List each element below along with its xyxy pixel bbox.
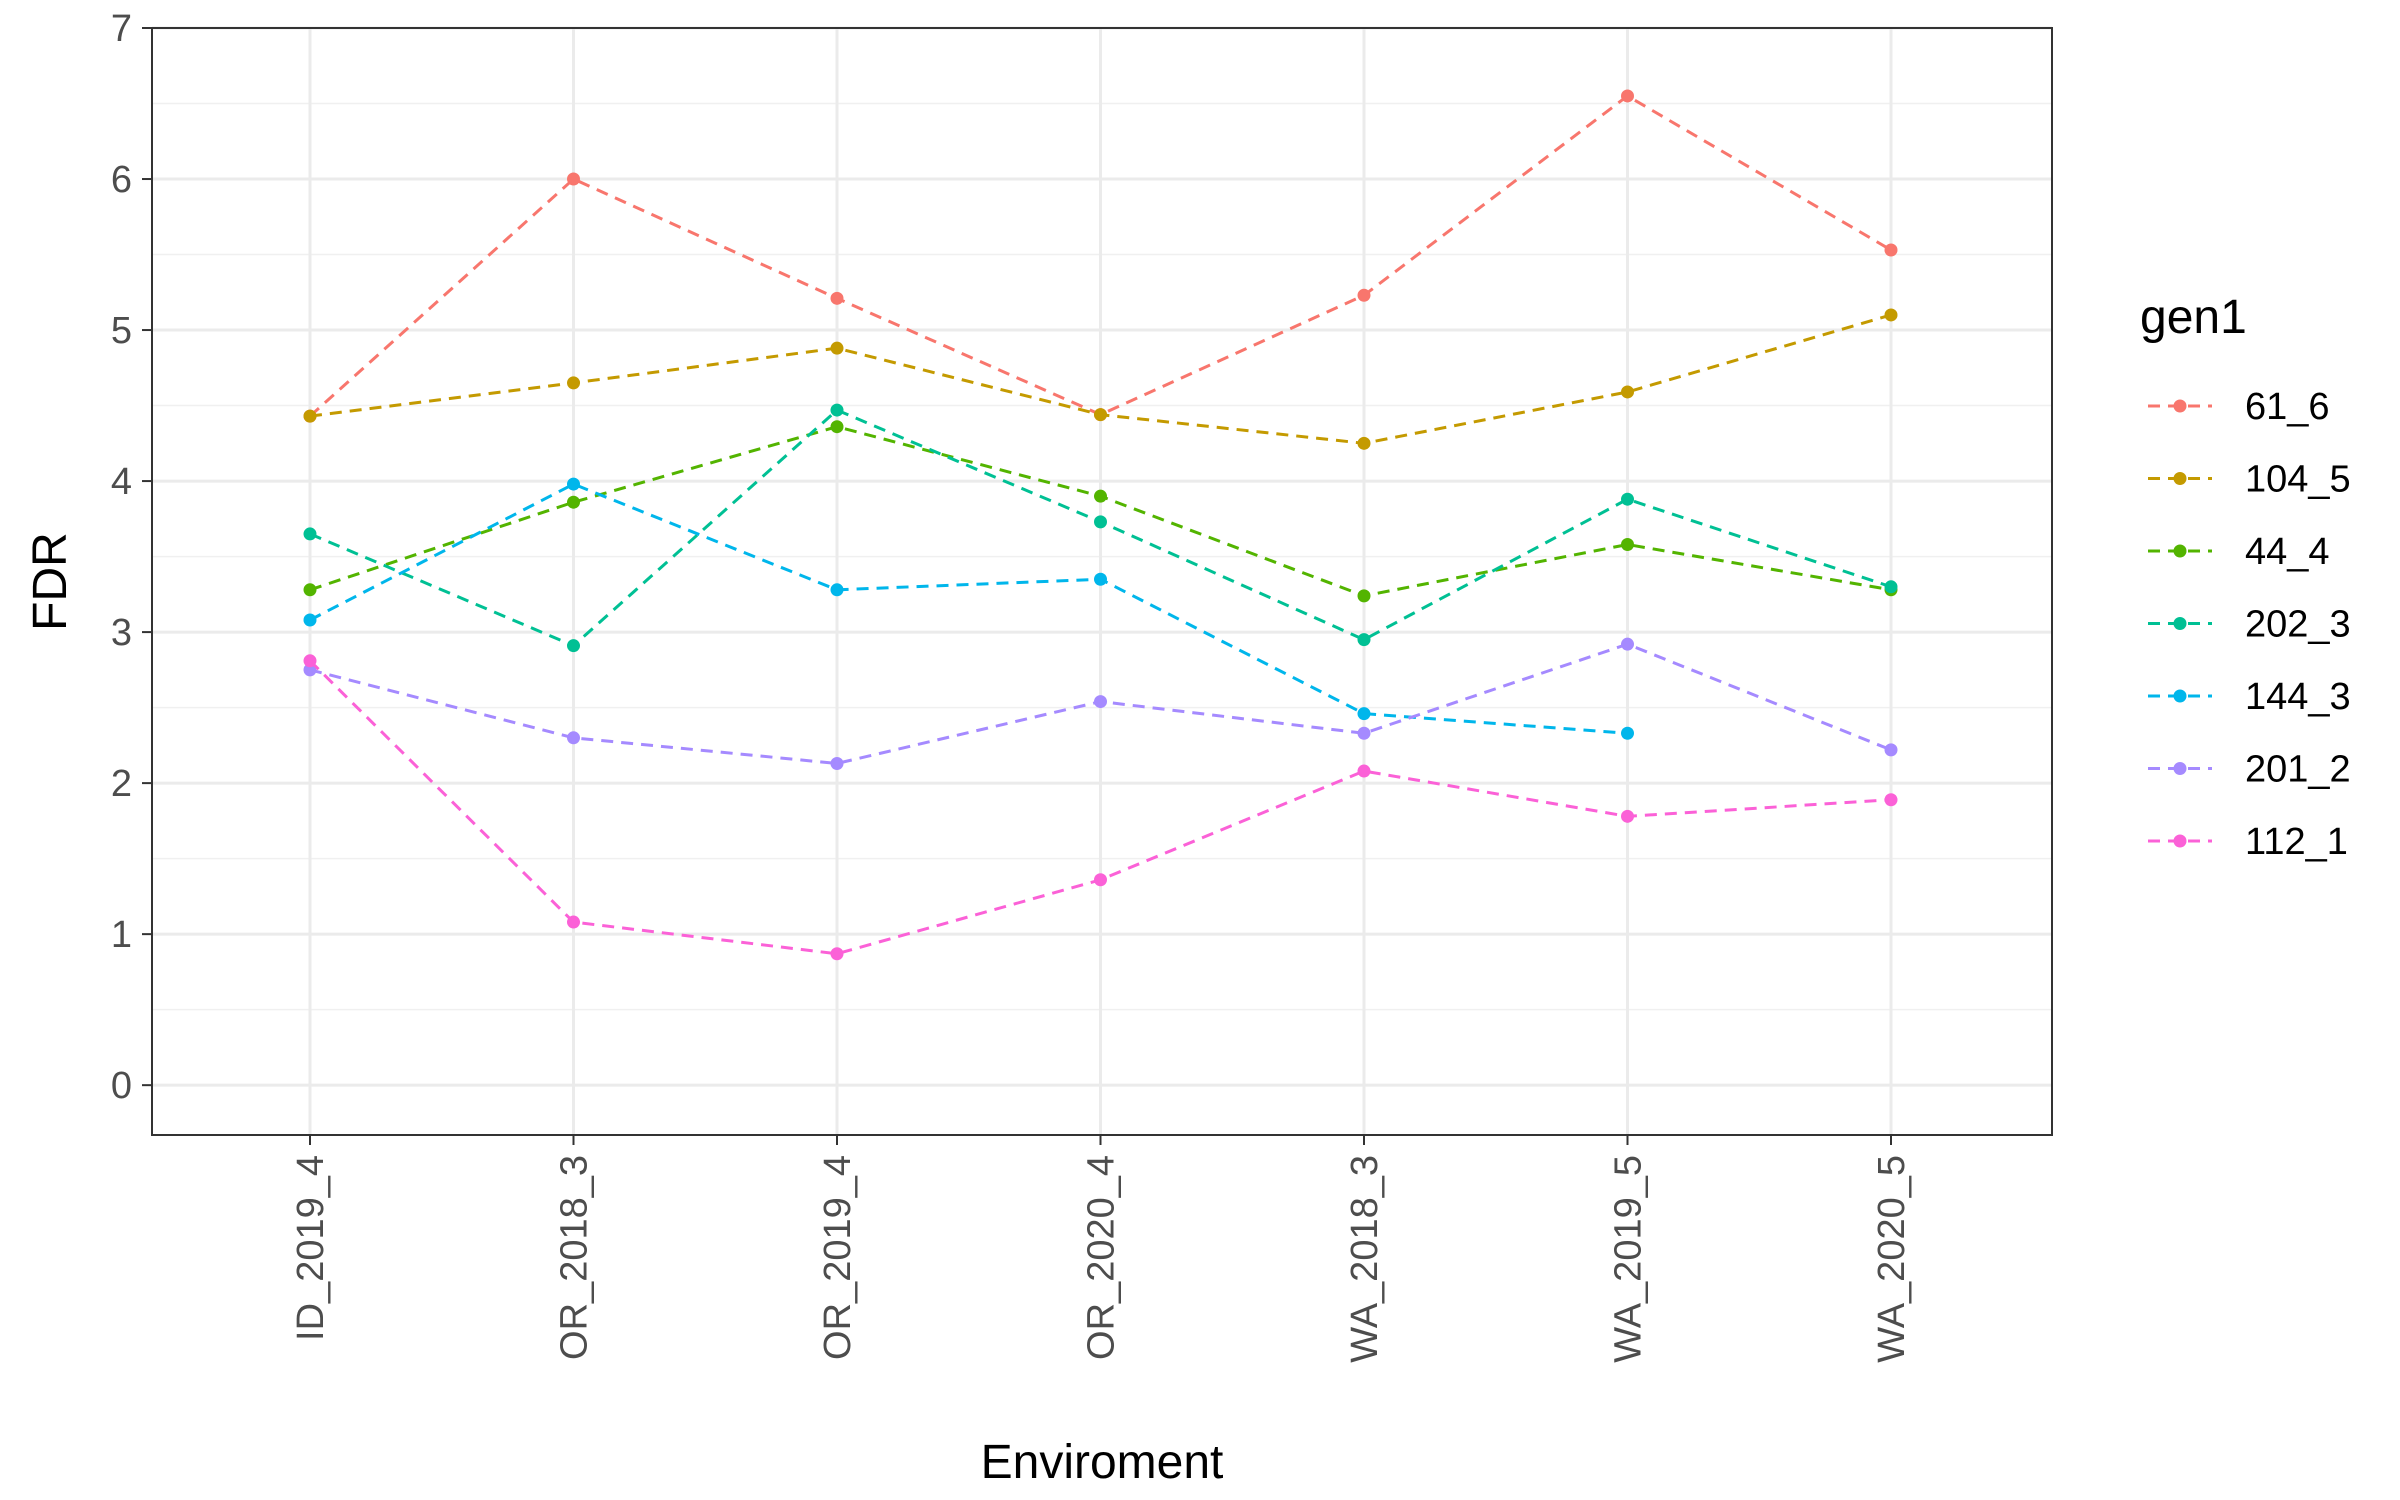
legend-key-point <box>2173 834 2187 848</box>
data-point <box>1621 89 1634 103</box>
y-axis: 0 1 2 3 4 5 6 7 <box>111 8 152 1107</box>
data-point <box>1357 707 1371 721</box>
data-point <box>830 403 844 417</box>
data-point <box>1357 633 1371 647</box>
data-point <box>1094 572 1107 586</box>
series-lines <box>303 89 1898 961</box>
y-tick-label: 3 <box>111 612 132 654</box>
y-tick-label: 4 <box>111 461 132 503</box>
y-tick-label: 7 <box>111 8 132 50</box>
data-point <box>1621 537 1634 551</box>
data-point <box>303 613 317 627</box>
legend: gen1 61_6 104_5 44_4 202_3 144_3 201_2 112_1 <box>2140 291 2351 863</box>
data-point <box>1884 243 1898 257</box>
legend-key-point <box>2173 399 2187 413</box>
data-point <box>1094 873 1107 887</box>
legend-label: 202_3 <box>2245 604 2351 646</box>
legend-item: 144_3 <box>2148 676 2351 718</box>
data-point <box>1094 515 1107 529</box>
legend-key-point <box>2173 762 2187 775</box>
x-tick-label: WA_2019_5 <box>1608 1155 1650 1363</box>
data-point <box>303 654 317 668</box>
major-gridlines <box>152 26 2052 1135</box>
y-tick-label: 1 <box>111 914 132 956</box>
legend-label: 44_4 <box>2245 531 2330 573</box>
data-point <box>567 495 580 509</box>
data-point <box>567 376 580 390</box>
data-point <box>567 731 580 745</box>
data-point <box>303 583 317 597</box>
data-point <box>303 663 317 677</box>
data-point <box>830 291 844 305</box>
data-point <box>1357 726 1371 740</box>
series-112_1 <box>303 654 1898 961</box>
x-tick-label: OR_2019_4 <box>817 1155 859 1360</box>
data-point <box>1884 743 1898 757</box>
legend-key-point <box>2173 617 2187 630</box>
legend-label: 201_2 <box>2245 749 2351 791</box>
data-point <box>567 477 580 491</box>
legend-label: 144_3 <box>2245 676 2351 718</box>
data-point <box>1094 408 1107 422</box>
data-point <box>1884 308 1898 322</box>
series-104_5 <box>303 308 1898 450</box>
data-point <box>1621 492 1634 506</box>
data-point <box>830 583 844 597</box>
x-tick-label: WA_2020_5 <box>1871 1155 1913 1363</box>
data-point <box>1357 288 1371 302</box>
data-point <box>567 915 580 929</box>
x-tick-label: OR_2018_3 <box>554 1155 596 1360</box>
legend-items: 61_6 104_5 44_4 202_3 144_3 201_2 112_1 <box>2148 386 2351 863</box>
y-tick-label: 2 <box>111 763 132 805</box>
series-144_3 <box>303 477 1634 740</box>
y-axis-title: FDR <box>24 532 77 631</box>
data-point <box>1357 436 1371 450</box>
legend-label: 112_1 <box>2245 821 2348 863</box>
x-tick-label: OR_2020_4 <box>1081 1155 1123 1360</box>
data-point <box>830 420 844 434</box>
data-point <box>1621 637 1634 651</box>
legend-item: 202_3 <box>2148 604 2351 646</box>
data-point <box>1884 580 1898 594</box>
legend-label: 104_5 <box>2245 459 2351 501</box>
series-line <box>309 482 1628 735</box>
data-point <box>567 172 580 186</box>
legend-label: 61_6 <box>2245 386 2330 428</box>
data-point <box>1621 809 1634 823</box>
data-point <box>1621 385 1634 399</box>
legend-item: 112_1 <box>2148 821 2348 863</box>
y-tick-label: 0 <box>111 1065 132 1107</box>
legend-key-point <box>2173 689 2187 703</box>
data-point <box>830 756 844 770</box>
x-tick-label: ID_2019_4 <box>290 1155 332 1341</box>
plot-panel-border <box>151 27 2053 1136</box>
data-point <box>1094 489 1107 503</box>
x-tick-label: WA_2018_3 <box>1344 1155 1386 1363</box>
legend-item: 201_2 <box>2148 749 2351 791</box>
data-point <box>1357 764 1371 778</box>
series-202_3 <box>303 403 1898 653</box>
data-point <box>830 341 844 355</box>
legend-item: 104_5 <box>2148 459 2351 501</box>
y-tick-label: 5 <box>111 310 132 352</box>
x-axis: ID_2019_4 OR_2018_3 OR_2019_4 OR_2020_4 WA_2… <box>290 1135 1913 1363</box>
data-point <box>1621 726 1634 740</box>
x-axis-title: Enviroment <box>981 1436 1224 1489</box>
data-point <box>1884 793 1898 807</box>
data-point <box>830 947 844 961</box>
data-point <box>1357 589 1371 603</box>
legend-key-point <box>2173 472 2187 485</box>
legend-title: gen1 <box>2140 291 2247 344</box>
y-tick-label: 6 <box>111 159 132 201</box>
data-point <box>567 639 580 653</box>
data-point <box>1094 695 1107 709</box>
legend-key-point <box>2173 544 2187 558</box>
legend-item: 44_4 <box>2148 531 2330 573</box>
legend-item: 61_6 <box>2148 386 2330 428</box>
series-201_2 <box>303 637 1898 770</box>
data-point <box>303 409 317 423</box>
data-point <box>303 527 317 541</box>
